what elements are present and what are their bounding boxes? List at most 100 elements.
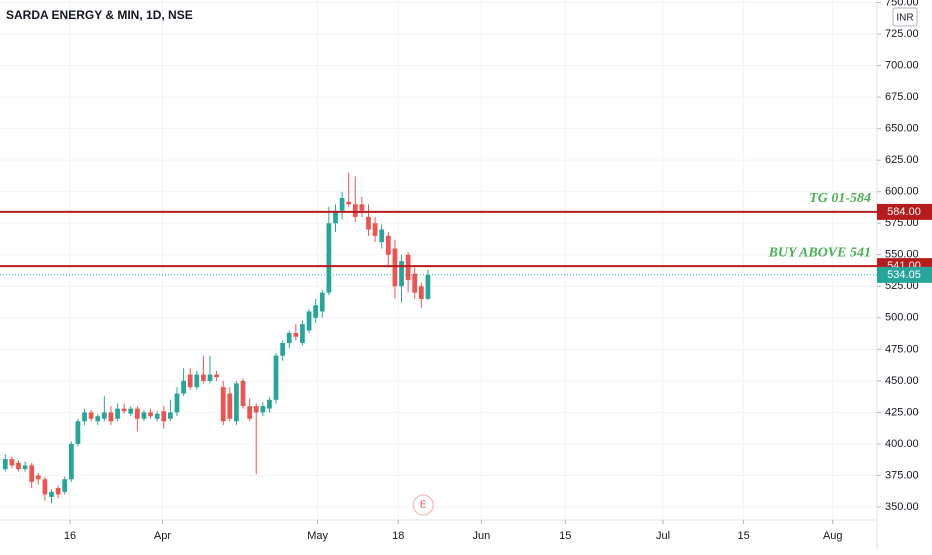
candle-body <box>207 374 213 381</box>
candle-body <box>187 374 193 388</box>
candle-body <box>82 412 87 422</box>
candle-body <box>141 412 147 419</box>
level-text: TG 01-584 <box>809 191 871 206</box>
candle-body <box>392 248 398 287</box>
candle-body <box>260 406 266 413</box>
candle-body <box>359 204 365 211</box>
y-tick-label: 575.00 <box>885 217 919 229</box>
y-tick-label: 750.00 <box>885 0 919 8</box>
y-tick-label: 450.00 <box>885 375 919 387</box>
candle-body <box>379 229 385 243</box>
candle-body <box>108 412 114 422</box>
candle-body <box>366 216 371 230</box>
candle-body <box>75 421 81 444</box>
candle-body <box>372 223 378 236</box>
candle-body <box>181 380 186 394</box>
currency-box[interactable] <box>892 7 918 27</box>
candle-body <box>339 198 345 211</box>
candle-body <box>95 416 101 422</box>
candle-body <box>306 311 312 331</box>
candle-body <box>300 324 305 344</box>
y-tick-label: 600.00 <box>885 186 919 198</box>
candle-body <box>121 408 127 412</box>
y-tick-label: 625.00 <box>885 154 919 166</box>
candle-body <box>319 292 325 312</box>
candle-body <box>234 383 239 422</box>
candle-body <box>201 374 206 381</box>
candle-body <box>35 475 41 480</box>
candle-body <box>29 465 35 482</box>
candle-body <box>154 413 160 419</box>
candle-body <box>267 399 272 409</box>
x-tick-label: Apr <box>154 530 171 542</box>
y-tick-label: 650.00 <box>885 123 919 135</box>
last-price-label: 534.05 <box>887 269 921 281</box>
candle-body <box>280 343 286 356</box>
candle-body <box>313 305 319 318</box>
level-text: BUY ABOVE 541 <box>768 245 871 260</box>
candle-body <box>286 332 292 344</box>
candle-body <box>49 491 54 497</box>
candle-body <box>273 355 279 400</box>
y-tick-label: 350.00 <box>885 501 919 513</box>
x-tick-label: May <box>307 530 328 542</box>
candle-body <box>425 274 431 299</box>
y-tick-label: 700.00 <box>885 59 919 71</box>
x-tick-label: Aug <box>823 530 843 542</box>
candle-body <box>168 412 173 419</box>
y-tick-label: 550.00 <box>885 249 919 261</box>
last-price-box <box>877 266 932 283</box>
y-tick-label: 400.00 <box>885 438 919 450</box>
candle-body <box>101 412 107 419</box>
candle-body <box>412 273 418 293</box>
candle-body <box>115 408 120 419</box>
candle-body <box>194 374 200 388</box>
candle-body <box>253 406 259 413</box>
x-tick-label: 15 <box>559 530 571 542</box>
candle-body <box>214 374 219 378</box>
candle-body <box>62 479 68 492</box>
candle-body <box>352 204 358 217</box>
chart-title: SARDA ENERGY & MIN, 1D, NSE <box>6 8 193 22</box>
x-tick-label: 18 <box>392 530 404 542</box>
candle-body <box>247 406 253 419</box>
x-tick-label: Jul <box>656 530 670 542</box>
y-tick-label: 675.00 <box>885 91 919 103</box>
candle-body <box>418 286 424 299</box>
y-tick-label: 725.00 <box>885 28 919 40</box>
event-label: E <box>420 500 427 511</box>
candle-body <box>42 479 48 495</box>
candle-body <box>346 201 352 205</box>
candle-body <box>174 393 180 413</box>
candle-body <box>293 332 299 337</box>
candle-body <box>220 387 226 422</box>
candle-body <box>2 459 8 470</box>
level-price-label: 584.00 <box>887 206 921 218</box>
candle-body <box>22 465 28 470</box>
level-price-box <box>877 203 932 220</box>
candle-body <box>326 223 332 293</box>
candle-body <box>148 412 153 417</box>
candle-body <box>16 462 21 470</box>
candle-body <box>9 459 15 466</box>
candle-body <box>134 408 140 419</box>
event-marker[interactable] <box>412 494 434 516</box>
candle-body <box>333 210 338 224</box>
candle-body <box>88 412 94 419</box>
x-tick-label: Jun <box>473 530 491 542</box>
candle-body <box>399 261 404 287</box>
candle-body <box>385 235 391 255</box>
y-tick-label: 475.00 <box>885 343 919 355</box>
candle-body <box>405 254 411 280</box>
currency: INR <box>896 13 913 24</box>
y-tick-label: 525.00 <box>885 280 919 292</box>
candle-body <box>128 408 134 414</box>
candle-body <box>161 411 167 422</box>
x-tick-label: 16 <box>64 530 76 542</box>
y-tick-label: 500.00 <box>885 312 919 324</box>
candle-body <box>240 380 246 407</box>
y-tick-label: 425.00 <box>885 406 919 418</box>
y-tick-label: 375.00 <box>885 469 919 481</box>
candle-body <box>68 443 74 480</box>
